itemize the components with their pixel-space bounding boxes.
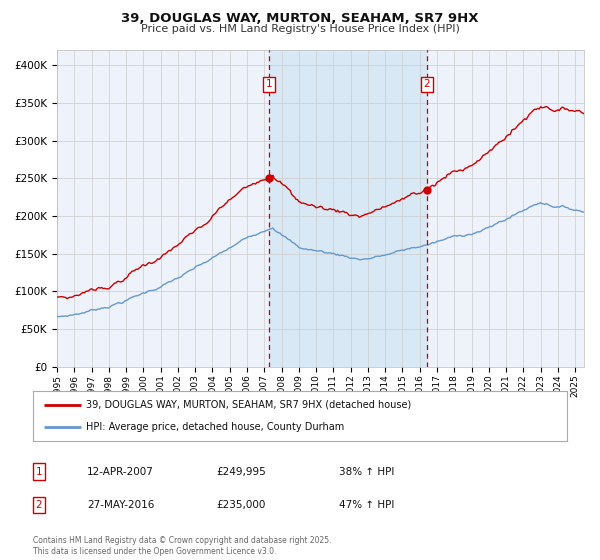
- Bar: [269, 50, 427, 367]
- Text: 12-APR-2007: 12-APR-2007: [87, 466, 154, 477]
- Text: 2: 2: [35, 500, 43, 510]
- Text: 39, DOUGLAS WAY, MURTON, SEAHAM, SR7 9HX: 39, DOUGLAS WAY, MURTON, SEAHAM, SR7 9HX: [121, 12, 479, 25]
- Text: 1: 1: [266, 80, 272, 89]
- Text: £249,995: £249,995: [216, 466, 266, 477]
- Text: 27-MAY-2016: 27-MAY-2016: [87, 500, 154, 510]
- Text: 2: 2: [424, 80, 430, 89]
- Text: 38% ↑ HPI: 38% ↑ HPI: [339, 466, 394, 477]
- Text: 39, DOUGLAS WAY, MURTON, SEAHAM, SR7 9HX (detached house): 39, DOUGLAS WAY, MURTON, SEAHAM, SR7 9HX…: [86, 400, 412, 410]
- Text: £235,000: £235,000: [216, 500, 265, 510]
- Text: Price paid vs. HM Land Registry's House Price Index (HPI): Price paid vs. HM Land Registry's House …: [140, 24, 460, 34]
- Text: 1: 1: [35, 466, 43, 477]
- Text: HPI: Average price, detached house, County Durham: HPI: Average price, detached house, Coun…: [86, 422, 344, 432]
- Text: Contains HM Land Registry data © Crown copyright and database right 2025.
This d: Contains HM Land Registry data © Crown c…: [33, 536, 331, 556]
- Text: 47% ↑ HPI: 47% ↑ HPI: [339, 500, 394, 510]
